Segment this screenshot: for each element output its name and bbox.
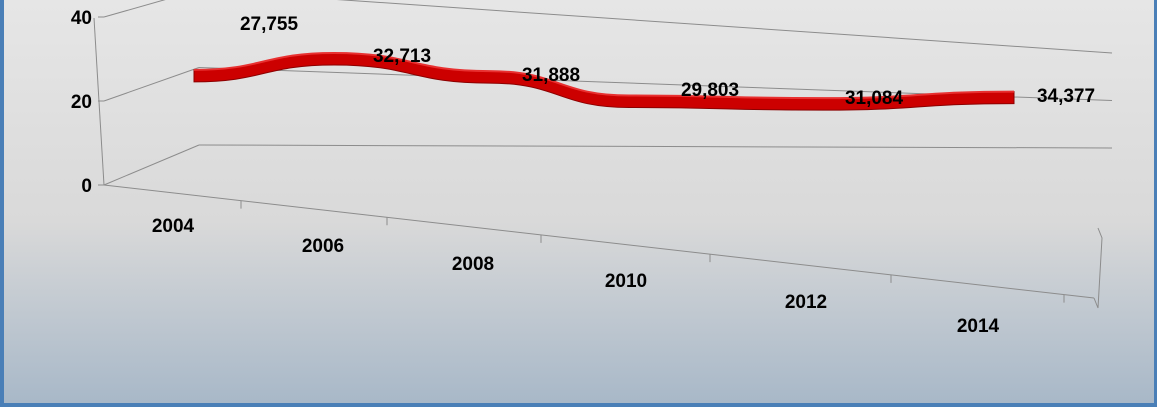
series-ribbon xyxy=(193,51,1015,111)
y-tick-label: 40 xyxy=(71,8,92,29)
x-tick-label: 2008 xyxy=(452,254,494,275)
y-tick-label: 0 xyxy=(81,176,92,197)
floor-edge xyxy=(1093,227,1103,309)
data-label: 31,888 xyxy=(522,65,580,86)
data-label: 34,377 xyxy=(1037,86,1095,107)
x-tick-label: 2010 xyxy=(605,271,647,292)
data-label: 31,084 xyxy=(845,88,904,109)
axes: 0 20 40 2004 2006 2008 2010 2012 2014 xyxy=(71,8,1103,337)
y-axis-line xyxy=(93,17,105,186)
data-label: 27,755 xyxy=(240,14,299,35)
x-tick-label: 2012 xyxy=(785,292,827,313)
data-label: 32,713 xyxy=(373,46,431,67)
x-tick-label: 2014 xyxy=(957,316,1000,337)
back-gridline xyxy=(336,0,1113,54)
series-ribbon-edge xyxy=(193,51,1015,100)
x-axis-line xyxy=(103,184,1095,299)
x-tick-label: 2004 xyxy=(152,216,195,237)
data-label: 29,803 xyxy=(681,80,739,101)
side-gridline xyxy=(103,67,200,102)
x-tick-label: 2006 xyxy=(302,236,344,257)
side-gridline xyxy=(103,0,166,18)
y-tick-label: 20 xyxy=(71,92,92,113)
chart-svg: 0 20 40 2004 2006 2008 2010 2012 2014 27,755 32,7… xyxy=(71,0,1113,337)
back-gridline xyxy=(198,144,1113,149)
data-labels: 27,755 32,713 31,888 29,803 31,084 34,377 xyxy=(240,14,1095,109)
side-gridline xyxy=(103,144,200,186)
